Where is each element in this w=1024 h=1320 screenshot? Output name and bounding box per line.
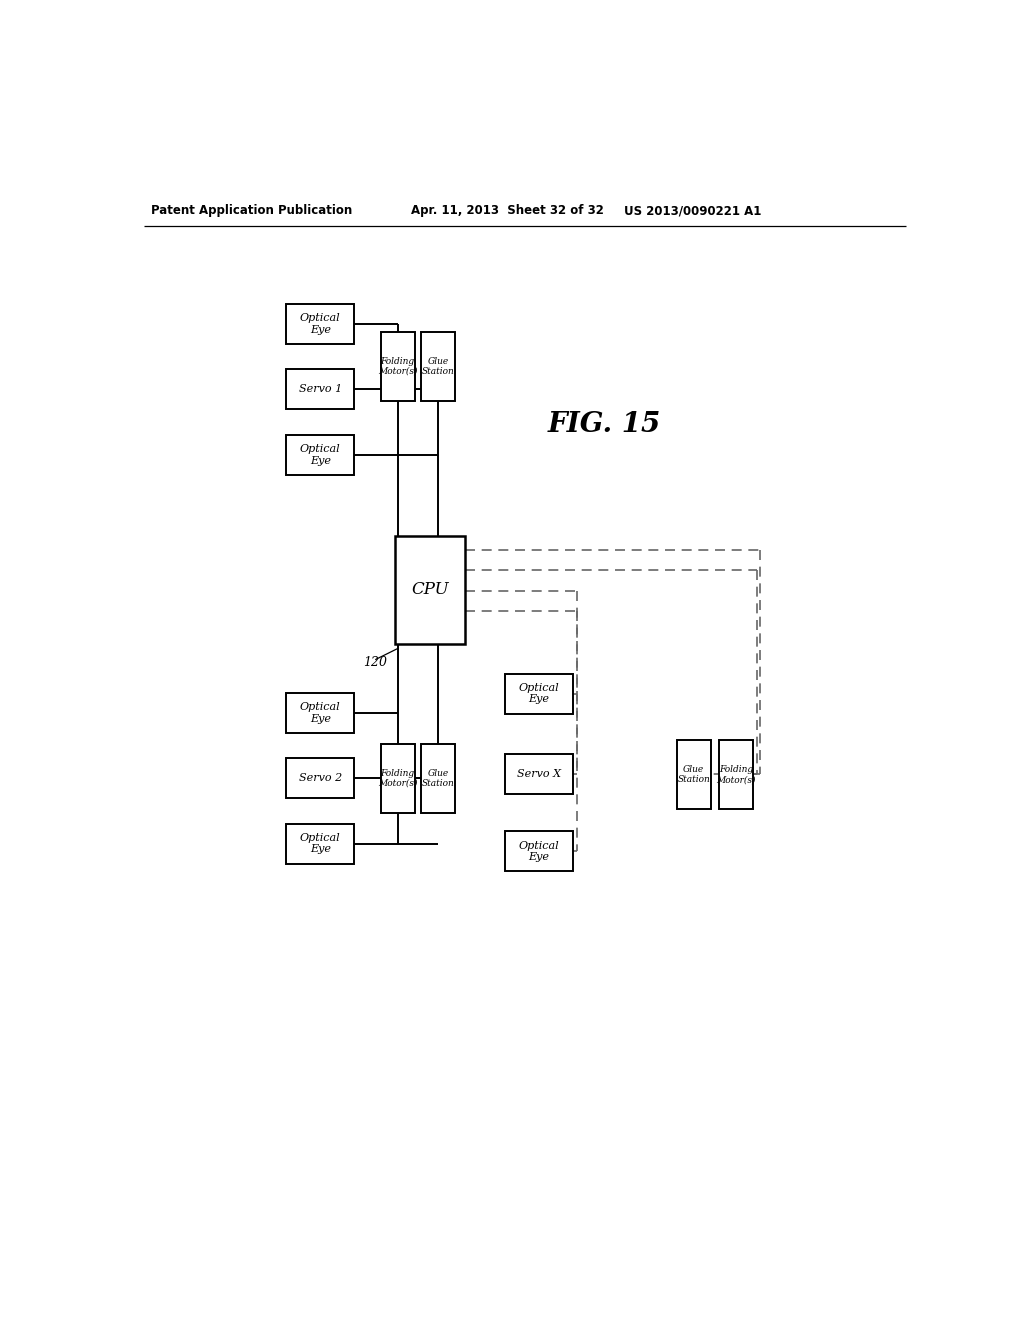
Text: Servo X: Servo X xyxy=(517,770,561,779)
Text: Folding
Motor(s): Folding Motor(s) xyxy=(378,356,418,376)
Text: Optical
Eye: Optical Eye xyxy=(518,841,559,862)
Text: 120: 120 xyxy=(362,656,387,669)
Text: Folding
Motor(s): Folding Motor(s) xyxy=(717,764,756,784)
Text: US 2013/0090221 A1: US 2013/0090221 A1 xyxy=(624,205,762,218)
Text: Optical
Eye: Optical Eye xyxy=(518,682,559,705)
Bar xyxy=(719,739,754,809)
Bar xyxy=(421,743,455,813)
Bar xyxy=(286,693,354,733)
Bar xyxy=(286,824,354,863)
Bar xyxy=(505,673,572,714)
Text: Servo 1: Servo 1 xyxy=(299,384,342,395)
Text: Folding
Motor(s): Folding Motor(s) xyxy=(378,768,418,788)
Text: Glue
Station: Glue Station xyxy=(422,356,455,376)
Bar xyxy=(505,832,572,871)
Bar xyxy=(395,536,465,644)
Bar xyxy=(421,331,455,401)
Text: Optical
Eye: Optical Eye xyxy=(300,702,341,723)
Bar xyxy=(286,758,354,799)
Text: Glue
Station: Glue Station xyxy=(422,768,455,788)
Bar xyxy=(286,434,354,475)
Bar xyxy=(381,743,415,813)
Text: Servo 2: Servo 2 xyxy=(299,774,342,783)
Text: Apr. 11, 2013  Sheet 32 of 32: Apr. 11, 2013 Sheet 32 of 32 xyxy=(411,205,604,218)
Bar xyxy=(381,331,415,401)
Text: Optical
Eye: Optical Eye xyxy=(300,313,341,335)
Text: Glue
Station: Glue Station xyxy=(677,764,710,784)
Text: Optical
Eye: Optical Eye xyxy=(300,833,341,854)
Bar xyxy=(677,739,711,809)
Text: CPU: CPU xyxy=(412,581,450,598)
Bar xyxy=(286,304,354,345)
Bar xyxy=(286,370,354,409)
Text: Optical
Eye: Optical Eye xyxy=(300,444,341,466)
Bar xyxy=(505,755,572,795)
Text: FIG. 15: FIG. 15 xyxy=(548,411,662,437)
Text: Patent Application Publication: Patent Application Publication xyxy=(152,205,352,218)
